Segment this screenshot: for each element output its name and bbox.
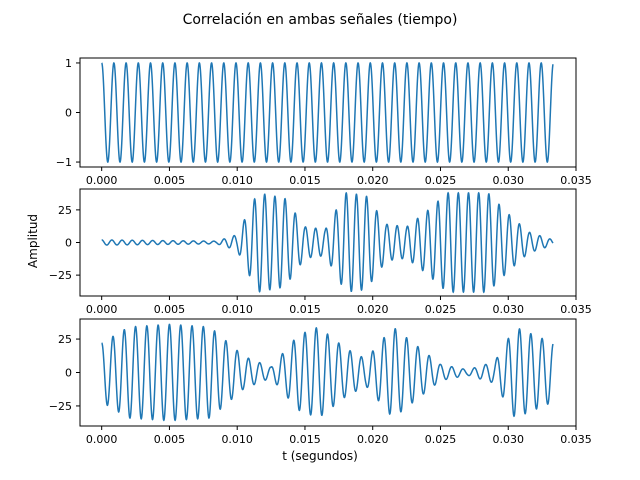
panel-2-x-tick-label: 0.000 xyxy=(86,303,118,316)
x-axis-label: t (segundos) xyxy=(282,449,358,463)
panel-1-x-tick-label: 0.000 xyxy=(86,174,118,187)
panel-3-y-tick-label: 25 xyxy=(58,333,72,346)
panel-1-y-tick-label: 0 xyxy=(65,107,72,120)
panel-2-series-line xyxy=(101,191,554,294)
panel-3: 0.000 0.005 0.010 0.015 0.020 0.025 0.030 0.035… xyxy=(49,318,592,446)
panel-1-x-tick-label: 0.035 xyxy=(560,174,592,187)
panel-2-x-tick-label: 0.035 xyxy=(560,303,592,316)
panel-2-y-tick-label: −25 xyxy=(49,269,72,282)
panel-2-x-tick-label: 0.015 xyxy=(289,303,321,316)
panel-1-x-tick-label: 0.005 xyxy=(154,174,186,187)
panel-1-x-tick-label: 0.015 xyxy=(289,174,321,187)
panel-2-y-tick-label: 25 xyxy=(58,204,72,217)
panel-2-x-tick-label: 0.025 xyxy=(425,303,457,316)
y-axis-label: Amplitud xyxy=(26,214,40,268)
panel-3-y-tick-label: 0 xyxy=(65,367,72,380)
suptitle: Correlación en ambas señales (tiempo) xyxy=(183,12,458,28)
panel-2-x-tick-label: 0.030 xyxy=(492,303,524,316)
panel-2: 0.000 0.005 0.010 0.015 0.020 0.025 0.030 0.035… xyxy=(49,188,592,316)
panel-3-x-tick-label: 0.025 xyxy=(425,433,457,446)
panel-1-x-tick-label: 0.025 xyxy=(425,174,457,187)
panel-2-x-tick-label: 0.005 xyxy=(154,303,186,316)
panel-2-x-tick-label: 0.010 xyxy=(221,303,253,316)
panel-1: 0.000 0.005 0.010 0.015 0.020 0.025 0.030 0.035… xyxy=(56,57,592,187)
panel-1-y-tick-label: 1 xyxy=(65,57,72,70)
panel-3-series-line xyxy=(101,323,554,422)
panel-1-y-tick-label: −1 xyxy=(56,156,72,169)
panel-1-x-tick-label: 0.020 xyxy=(357,174,389,187)
panel-3-x-tick-label: 0.030 xyxy=(492,433,524,446)
panel-3-y-tick-label: −25 xyxy=(49,400,72,413)
panel-3-x-tick-label: 0.005 xyxy=(154,433,186,446)
panel-2-y-tick-label: 0 xyxy=(65,237,72,250)
panel-1-x-tick-label: 0.010 xyxy=(221,174,253,187)
panels: 0.000 0.005 0.010 0.015 0.020 0.025 0.030 0.035… xyxy=(49,57,592,446)
panel-1-x-tick-label: 0.030 xyxy=(492,174,524,187)
panel-1-series-line xyxy=(101,61,554,164)
panel-3-x-tick-label: 0.020 xyxy=(357,433,389,446)
panel-3-x-tick-label: 0.015 xyxy=(289,433,321,446)
panel-3-x-tick-label: 0.010 xyxy=(221,433,253,446)
panel-3-x-tick-label: 0.000 xyxy=(86,433,118,446)
panel-2-x-tick-label: 0.020 xyxy=(357,303,389,316)
panel-3-x-tick-label: 0.035 xyxy=(560,433,592,446)
